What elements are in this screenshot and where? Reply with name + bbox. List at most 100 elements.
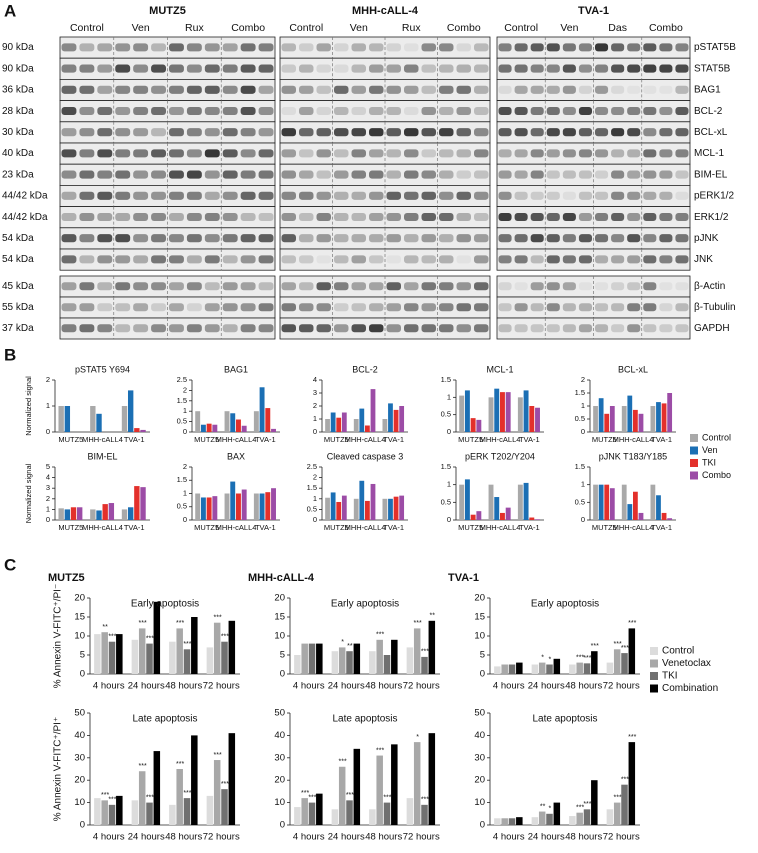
significance-label: * — [549, 806, 552, 813]
protein-label: STAT5B — [694, 63, 731, 74]
blot-band — [474, 106, 489, 116]
bar — [308, 802, 316, 825]
blot-band — [240, 234, 256, 243]
blot-band — [169, 106, 184, 116]
x-tick-label: TVA-1 — [124, 435, 145, 444]
blot-band — [439, 43, 454, 52]
bar — [523, 482, 529, 520]
blot-band — [316, 64, 331, 73]
y-tick-label: 2 — [183, 462, 187, 471]
y-tick-label: 5 — [480, 650, 485, 661]
bar — [576, 812, 583, 825]
blot-band — [204, 106, 220, 116]
y-tick-label: 20 — [474, 593, 485, 604]
legend-swatch — [690, 446, 698, 455]
blot-band — [643, 191, 657, 200]
blot-band — [222, 149, 238, 158]
bar — [127, 507, 134, 520]
chart-annotation: Early apoptosis — [331, 599, 399, 610]
blot-band — [351, 85, 366, 94]
blot-band — [611, 64, 625, 73]
bar — [508, 818, 516, 825]
blot-band — [186, 255, 202, 264]
blot-band — [169, 43, 184, 52]
blot-band — [421, 43, 436, 52]
bar — [505, 392, 511, 432]
blot-band — [222, 128, 238, 137]
bar — [183, 798, 191, 825]
blot-band — [258, 191, 274, 200]
x-tick-label: TVA-1 — [383, 435, 404, 444]
bar — [428, 620, 436, 674]
blot-band — [79, 324, 95, 333]
bar — [183, 649, 191, 674]
significance-label: *** — [108, 634, 116, 641]
y-tick-label: 1 — [183, 488, 187, 497]
blot-band — [595, 212, 609, 222]
blot-band — [61, 43, 77, 52]
significance-label: *** — [221, 634, 229, 641]
x-tick-label: 24 hours — [328, 681, 365, 692]
significance-label: *** — [221, 781, 229, 788]
blot-band — [97, 43, 113, 52]
significance-label: *** — [346, 792, 354, 799]
blot-band — [369, 234, 384, 243]
blot-band — [546, 282, 560, 291]
bar — [153, 601, 161, 674]
blot-band — [595, 43, 609, 52]
bar — [613, 649, 621, 674]
bar — [638, 512, 644, 520]
blot-band — [222, 282, 238, 291]
bar — [102, 504, 108, 520]
bar — [650, 406, 656, 432]
x-tick-label: MUTZ5 — [324, 435, 349, 444]
blot-band — [299, 170, 314, 179]
chart-title: BAX — [227, 451, 245, 461]
blot-band — [627, 149, 641, 158]
blot-band — [498, 64, 512, 73]
kda-label: 44/42 kDa — [2, 212, 48, 223]
y-tick-label: 0 — [80, 820, 85, 831]
blot-band — [222, 43, 238, 52]
blot-band — [474, 255, 489, 264]
blot-band — [643, 149, 657, 158]
y-tick-label: 2 — [46, 494, 50, 503]
blot-band — [334, 255, 349, 264]
bar — [391, 639, 398, 674]
blot-band — [404, 212, 419, 222]
condition-label: Control — [289, 22, 323, 34]
blot-band — [643, 234, 657, 243]
bar — [301, 798, 308, 825]
blot-band — [562, 324, 576, 333]
blot-band — [97, 234, 113, 243]
blot-band — [546, 324, 560, 333]
blot-band — [514, 64, 528, 73]
blot-band — [240, 43, 256, 52]
condition-label: Combo — [649, 22, 683, 34]
blot-band — [316, 303, 331, 312]
significance-label: *** — [591, 643, 599, 650]
bar — [553, 802, 561, 825]
blot-band — [404, 282, 419, 291]
blot-band — [79, 234, 95, 243]
blot-band — [222, 191, 238, 200]
blot-band — [546, 64, 560, 73]
bar — [341, 412, 347, 432]
significance-label: *** — [376, 632, 384, 639]
blot-band — [562, 191, 576, 200]
bar — [382, 498, 388, 520]
blot-band — [258, 64, 274, 73]
bar — [70, 507, 77, 520]
blot-band — [61, 234, 77, 243]
blot-band — [456, 106, 471, 116]
blot-band — [97, 128, 113, 137]
blot-band — [611, 324, 625, 333]
blot-band — [79, 212, 95, 222]
blot-band — [316, 128, 331, 137]
chart-title: pSTAT5 Y694 — [75, 364, 130, 374]
chart-annotation: Early apoptosis — [131, 599, 199, 610]
blot-band — [240, 170, 256, 179]
blot-band — [222, 303, 238, 312]
blot-band — [439, 64, 454, 73]
blot-band — [240, 255, 256, 264]
